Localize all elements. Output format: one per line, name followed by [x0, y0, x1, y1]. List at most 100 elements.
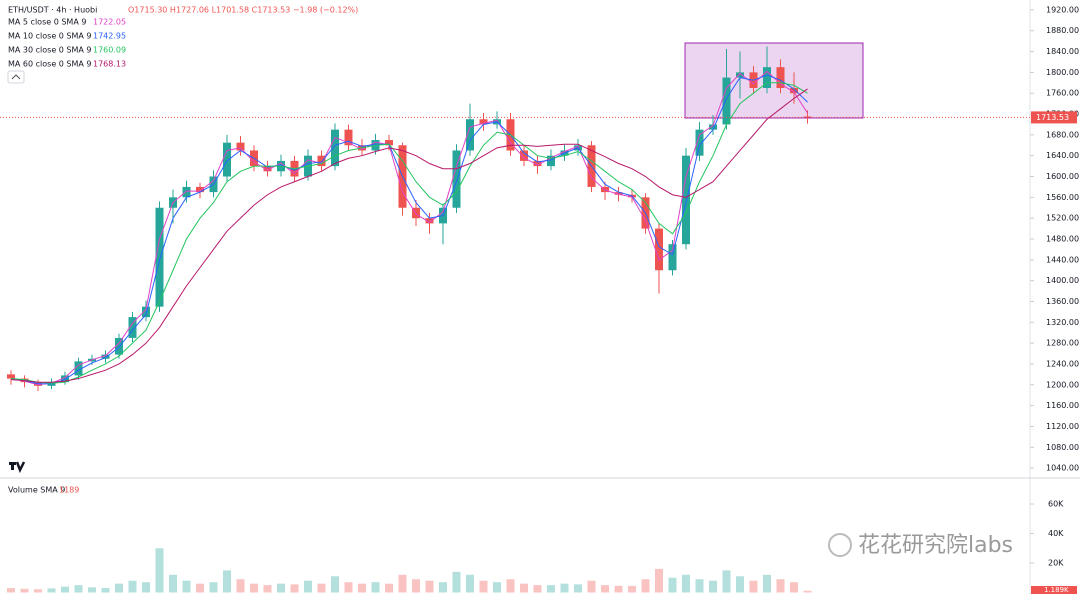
legend-value: 1742.95 — [93, 32, 126, 41]
volume-bar — [128, 580, 137, 593]
volume-bar — [412, 579, 420, 593]
candle-body — [61, 375, 69, 383]
candle-body — [331, 129, 339, 167]
candle-body — [142, 306, 150, 318]
candle-body — [668, 244, 677, 271]
volume-bar — [466, 574, 474, 593]
legend-value: 1768.13 — [93, 60, 126, 69]
volume-bar — [587, 580, 596, 593]
legend-value: 1760.09 — [93, 46, 126, 55]
volume-bar — [196, 583, 204, 593]
collapse-button[interactable] — [7, 70, 25, 84]
y-tick-label: 1160.00 — [1046, 401, 1079, 410]
volume-bar — [277, 583, 285, 593]
candle-body — [223, 142, 231, 177]
volume-bar — [155, 548, 164, 593]
volume-bar — [371, 582, 380, 593]
candle-body — [344, 129, 353, 146]
candle-body — [7, 374, 15, 379]
candle-body — [776, 67, 785, 88]
candle-body — [115, 337, 123, 355]
volume-bar — [250, 583, 258, 593]
volume-bar — [398, 574, 407, 593]
volume-bar — [628, 585, 636, 593]
y-tick-label: 1480.00 — [1046, 235, 1079, 244]
volume-bar — [101, 588, 110, 593]
volume-bar — [479, 580, 488, 593]
last-volume-label: 1.189K — [1044, 586, 1069, 594]
ma-line — [10, 74, 808, 385]
candle-body — [425, 218, 434, 224]
candle-body — [655, 228, 663, 271]
highlight-box — [684, 42, 864, 119]
volume-bar — [74, 585, 83, 593]
volume-bar — [263, 585, 272, 593]
volume-bar — [304, 580, 312, 593]
legend-name: MA 30 close 0 SMA 9 — [8, 46, 92, 55]
collapse-icon — [11, 74, 21, 80]
volume-bar — [88, 587, 96, 593]
volume-bar — [47, 588, 56, 593]
ma-line — [10, 70, 808, 386]
candle-body — [385, 140, 393, 146]
tv-logo — [9, 461, 26, 474]
volume-tick-label: 20K — [1048, 559, 1064, 568]
volume-bar — [668, 577, 677, 593]
volume-bar — [506, 579, 515, 593]
volume-bar — [776, 579, 785, 593]
volume-tick-label: 60K — [1048, 500, 1064, 509]
candle-body — [520, 150, 528, 161]
y-tick-label: 1840.00 — [1046, 47, 1079, 56]
watermark: 花花研究院labs — [858, 533, 1013, 558]
volume-bar — [722, 570, 731, 593]
y-tick-label: 1600.00 — [1046, 172, 1079, 181]
y-tick-label: 1760.00 — [1046, 89, 1079, 98]
y-tick-label: 1920.00 — [1046, 5, 1079, 14]
candle-body — [182, 186, 191, 198]
last-price-box — [1031, 111, 1077, 124]
volume-bar — [385, 583, 393, 593]
last-price-label: 1713.53 — [1036, 113, 1069, 122]
volume-bar — [682, 574, 690, 593]
volume-value: 1189 — [59, 486, 79, 495]
candle-body — [695, 129, 704, 156]
candle-body — [533, 160, 542, 167]
last-volume-box — [1031, 586, 1077, 594]
volume-bar — [209, 582, 218, 593]
candle-body — [128, 317, 137, 338]
volume-bar — [142, 582, 150, 593]
candle-body — [722, 77, 731, 125]
volume-bar — [223, 570, 231, 593]
volume-bar — [317, 583, 326, 593]
y-tick-label: 1800.00 — [1046, 68, 1079, 77]
volume-bar — [736, 576, 744, 593]
legend-name: MA 60 close 0 SMA 9 — [8, 60, 92, 69]
volume-bar — [115, 583, 123, 593]
candle-body — [763, 67, 771, 88]
ohlc-header: O1715.30 H1727.06 L1701.58 C1713.53 −1.9… — [128, 6, 358, 15]
volume-bar — [290, 584, 299, 593]
candle-body — [236, 142, 245, 151]
ma-line — [10, 82, 808, 384]
candle-body — [466, 119, 474, 151]
candle-body — [547, 155, 555, 167]
chart-title: ETH/USDT · 4h · Huobi — [8, 6, 97, 15]
candle-body — [196, 186, 204, 193]
candle-body — [317, 155, 326, 167]
volume-bar — [34, 589, 42, 593]
y-tick-label: 1560.00 — [1046, 193, 1079, 202]
y-tick-label: 1880.00 — [1046, 26, 1079, 35]
volume-bar — [547, 585, 555, 593]
legend-name: MA 10 close 0 SMA 9 — [8, 32, 92, 41]
y-tick-label: 1240.00 — [1046, 359, 1079, 368]
volume-bar — [520, 583, 528, 593]
volume-bar — [20, 588, 29, 593]
volume-label: Volume SMA 9 — [8, 486, 65, 495]
candle-body — [479, 119, 488, 125]
volume-bar — [655, 568, 663, 593]
candle-body — [155, 207, 164, 307]
legend-value: 1722.05 — [93, 18, 126, 27]
volume-bar — [560, 583, 569, 593]
candle-body — [614, 192, 623, 195]
volume-bar — [182, 580, 191, 593]
